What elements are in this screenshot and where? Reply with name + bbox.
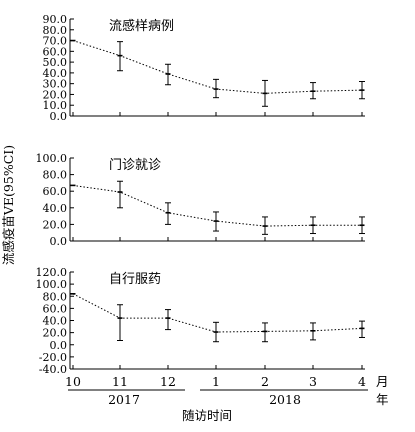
y-tick-label: 20.0: [43, 327, 68, 340]
y-tick-label: 100.0: [36, 152, 68, 165]
y-tick-label: 40.0: [43, 67, 68, 80]
x-tick-label: 1: [212, 374, 220, 389]
panel-title: 自行服药: [109, 272, 161, 287]
year-label-2017: 2017: [108, 392, 140, 407]
month-unit-label: 月: [376, 374, 389, 389]
y-tick-label: 80.0: [43, 169, 68, 182]
y-tick-label: 20.0: [43, 218, 68, 231]
error-bar: [359, 320, 365, 338]
y-tick-label: 60.0: [43, 302, 68, 315]
y-tick-label: 0.0: [50, 235, 68, 248]
y-tick-label: 0.0: [50, 339, 68, 352]
x-tick-label: 10: [65, 374, 81, 389]
series-line: [72, 40, 363, 94]
year-unit-label: 年: [376, 392, 389, 407]
y-tick-label: 0.0: [50, 110, 68, 123]
y-tick-label: 60.0: [43, 45, 68, 58]
y-tick-label: 80.0: [43, 290, 68, 303]
x-tick-label: 11: [112, 374, 128, 389]
y-tick-label: 60.0: [43, 185, 68, 198]
x-tick-label: 12: [160, 374, 176, 389]
y-tick-label: 40.0: [43, 202, 68, 215]
y-tick-label: 10.0: [43, 99, 68, 112]
y-tick-label: 20.0: [43, 88, 68, 101]
x-tick-label: 3: [309, 374, 317, 389]
series-line: [72, 293, 363, 333]
y-tick-label: -40.0: [39, 363, 67, 376]
y-tick-label: 120.0: [36, 266, 68, 279]
error-bar: [165, 309, 171, 331]
y-tick-label: 50.0: [43, 56, 68, 69]
error-bar: [117, 304, 123, 342]
y-tick-label: 40.0: [43, 315, 68, 328]
panel-title: 门诊就诊: [109, 158, 161, 173]
y-tick-label: 80.0: [43, 24, 68, 37]
year-label-2018: 2018: [269, 392, 301, 407]
series-line: [72, 184, 362, 227]
error-bar: [117, 180, 123, 209]
error-bar: [165, 202, 171, 225]
x-axis-title: 随访时间: [182, 408, 232, 423]
x-tick-label: 4: [358, 374, 366, 389]
y-tick-label: 100.0: [36, 278, 68, 291]
y-tick-label: 30.0: [43, 78, 68, 91]
x-tick-label: 2: [261, 374, 269, 389]
y-tick-label: 70.0: [43, 35, 68, 48]
panel-title: 流感样病例: [109, 18, 174, 34]
y-axis-title: 流感疫苗VE(95%CI): [1, 145, 16, 265]
y-tick-label: 90.0: [43, 13, 68, 26]
y-tick-label: -20.0: [39, 351, 67, 364]
error-bar: [262, 322, 268, 343]
